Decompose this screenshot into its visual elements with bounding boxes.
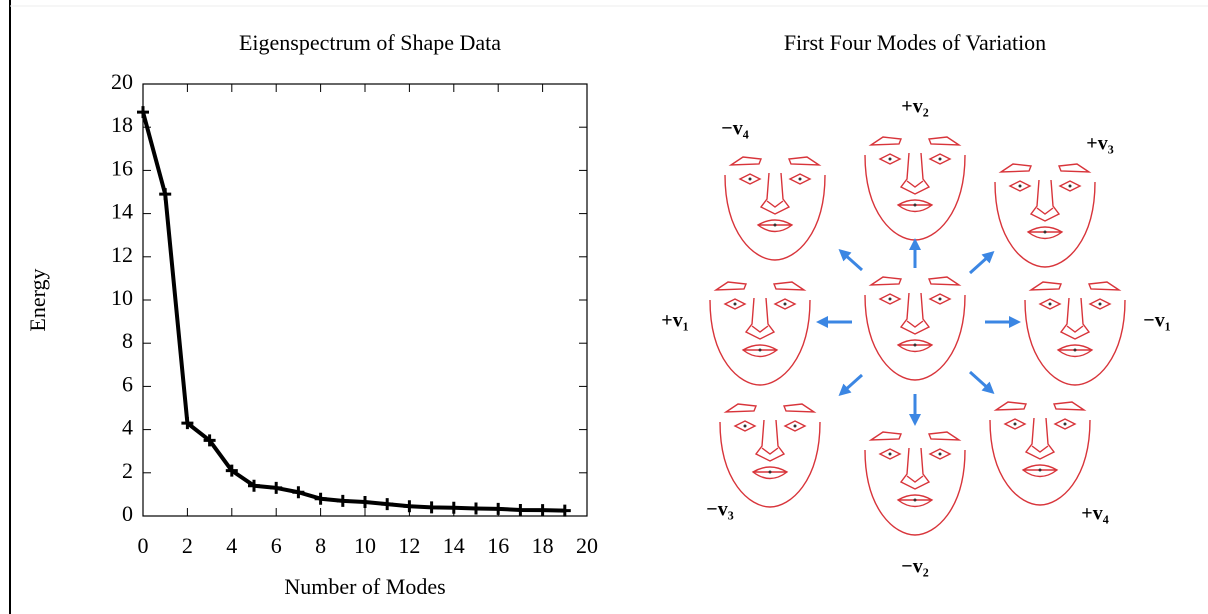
point-marker	[537, 504, 549, 516]
figure: Eigenspectrum of Shape Data Number of Mo…	[0, 0, 1208, 614]
point-marker	[470, 502, 482, 514]
x-tick-label: 14	[443, 533, 465, 558]
y-tick-label: 2	[122, 458, 133, 483]
mode-label: +v₄	[1081, 503, 1108, 525]
mode-label: −v₃	[706, 499, 733, 521]
y-tick-label: 18	[111, 112, 133, 137]
y-axis-label: Energy	[25, 268, 50, 331]
series-line	[143, 112, 565, 511]
mode-label: −v₄	[721, 118, 748, 140]
point-marker	[403, 500, 415, 512]
face	[990, 402, 1090, 505]
x-tick-label: 2	[182, 533, 193, 558]
point-marker	[381, 498, 393, 510]
point-marker	[337, 495, 349, 507]
mode-label: −v₁	[1143, 310, 1170, 332]
faces	[710, 137, 1125, 535]
x-tick-label: 6	[271, 533, 282, 558]
x-tick-label: 8	[315, 533, 326, 558]
arrow	[970, 255, 990, 273]
face	[725, 157, 825, 260]
point-marker	[270, 482, 282, 494]
point-marker	[492, 503, 504, 515]
arrow	[843, 375, 862, 392]
x-tick-label: 12	[398, 533, 420, 558]
diagram-title: First Four Modes of Variation	[784, 30, 1046, 55]
y-tick-label: 12	[111, 242, 133, 267]
arrow	[843, 253, 862, 270]
point-marker	[426, 501, 438, 513]
arrow	[970, 372, 990, 390]
x-tick-label: 20	[576, 533, 598, 558]
x-tick-label: 4	[226, 533, 237, 558]
point-marker	[559, 505, 571, 517]
x-tick-label: 18	[532, 533, 554, 558]
point-marker	[159, 188, 171, 200]
mode-label: +v₃	[1086, 133, 1113, 155]
y-tick-label: 6	[122, 371, 133, 396]
face	[710, 282, 810, 385]
mode-label: −v₂	[901, 556, 928, 578]
chart-title: Eigenspectrum of Shape Data	[239, 30, 501, 55]
face	[865, 277, 965, 380]
y-tick-label: 20	[111, 69, 133, 94]
point-marker	[292, 486, 304, 498]
point-marker	[514, 504, 526, 516]
point-marker	[137, 106, 149, 118]
x-tick-label: 0	[138, 533, 149, 558]
y-tick-label: 8	[122, 328, 133, 353]
face	[865, 432, 965, 535]
x-tick-label: 10	[354, 533, 376, 558]
face	[720, 404, 820, 507]
y-tick-label: 0	[122, 501, 133, 526]
point-marker	[315, 493, 327, 505]
mode-label: +v₂	[901, 96, 928, 118]
x-tick-label: 16	[487, 533, 509, 558]
y-tick-label: 4	[122, 415, 133, 440]
x-axis-label: Number of Modes	[284, 574, 445, 599]
face	[865, 137, 965, 240]
mode-label: +v₁	[661, 310, 688, 332]
plot-frame	[143, 84, 587, 516]
y-tick-label: 14	[111, 199, 133, 224]
face	[995, 164, 1095, 267]
point-marker	[359, 496, 371, 508]
face	[1025, 282, 1125, 385]
y-tick-label: 10	[111, 285, 133, 310]
point-marker	[448, 502, 460, 514]
y-tick-label: 16	[111, 155, 133, 180]
